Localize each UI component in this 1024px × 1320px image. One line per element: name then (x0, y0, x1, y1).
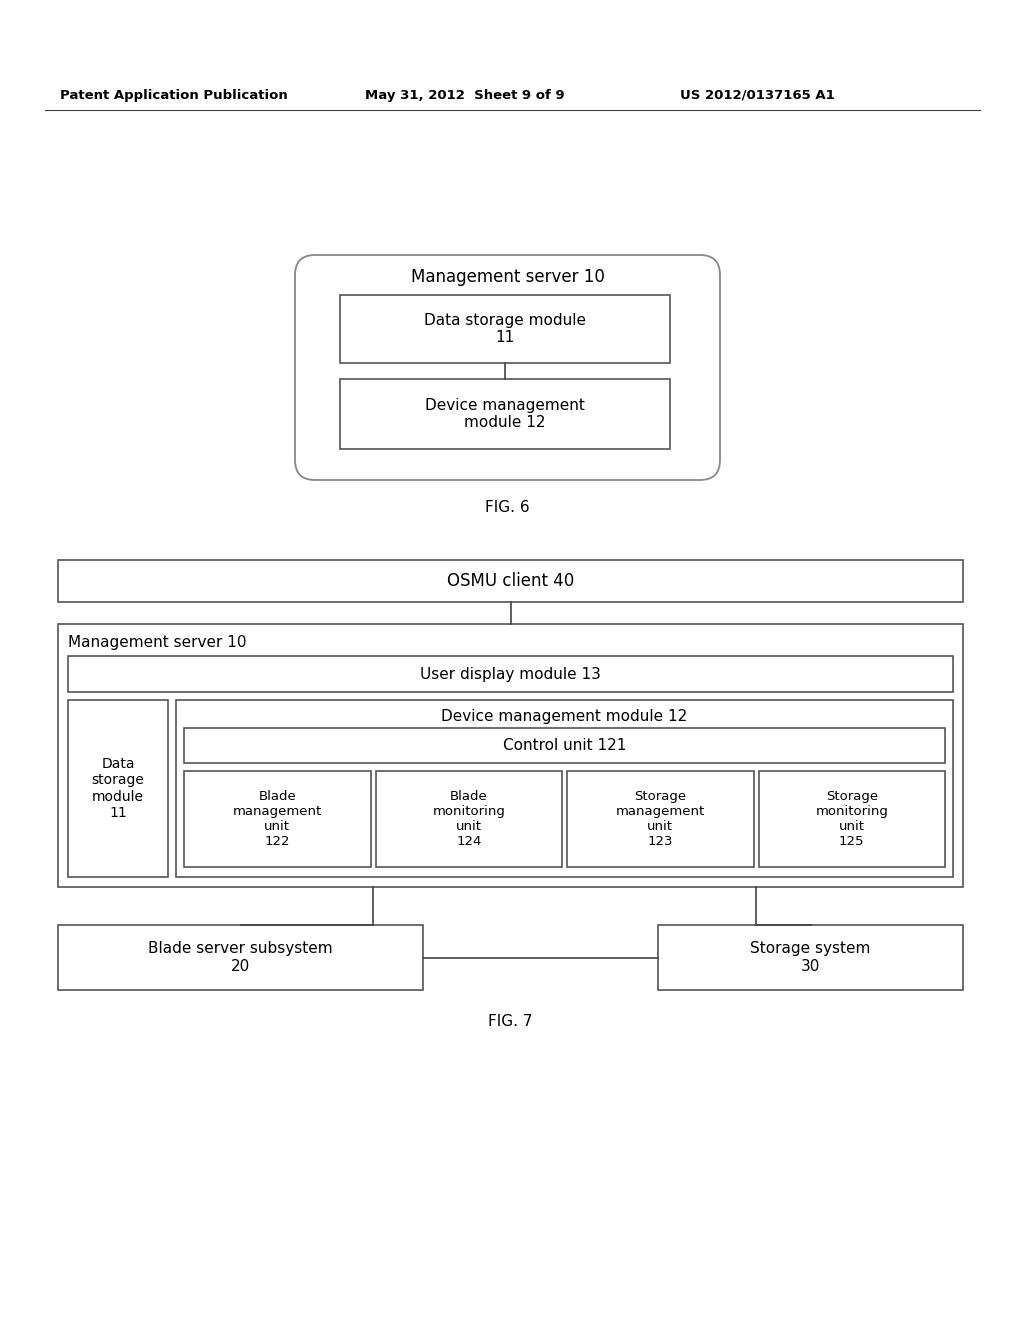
Bar (658, 925, 963, 990)
Text: FIG. 6: FIG. 6 (485, 500, 529, 516)
Bar (340, 379, 670, 449)
Bar (567, 771, 754, 867)
Text: User display module 13: User display module 13 (420, 667, 601, 681)
Text: Device management module 12: Device management module 12 (441, 709, 688, 723)
Text: Management server 10: Management server 10 (68, 635, 247, 649)
Text: Storage
monitoring
unit
125: Storage monitoring unit 125 (815, 789, 888, 847)
Bar (759, 771, 945, 867)
Text: FIG. 7: FIG. 7 (488, 1015, 532, 1030)
Text: Device management
module 12: Device management module 12 (425, 397, 585, 430)
Text: US 2012/0137165 A1: US 2012/0137165 A1 (680, 88, 835, 102)
Text: Patent Application Publication: Patent Application Publication (60, 88, 288, 102)
Text: Data
storage
module
11: Data storage module 11 (91, 758, 144, 820)
Bar (68, 700, 168, 876)
Bar (58, 925, 423, 990)
Text: Blade
management
unit
122: Blade management unit 122 (232, 789, 322, 847)
Bar (176, 700, 953, 876)
Text: OSMU client 40: OSMU client 40 (446, 572, 574, 590)
Bar (184, 729, 945, 763)
Text: Data storage module
11: Data storage module 11 (424, 313, 586, 346)
Text: Blade
monitoring
unit
124: Blade monitoring unit 124 (432, 789, 505, 847)
Text: May 31, 2012  Sheet 9 of 9: May 31, 2012 Sheet 9 of 9 (365, 88, 564, 102)
FancyBboxPatch shape (295, 255, 720, 480)
Bar (340, 294, 670, 363)
Text: Control unit 121: Control unit 121 (503, 738, 627, 752)
Bar (376, 771, 562, 867)
Text: Storage system
30: Storage system 30 (751, 941, 870, 974)
Bar (184, 771, 371, 867)
Text: Blade server subsystem
20: Blade server subsystem 20 (148, 941, 333, 974)
Text: Management server 10: Management server 10 (411, 268, 604, 286)
Bar (58, 624, 963, 887)
Bar (58, 560, 963, 602)
Text: Storage
management
unit
123: Storage management unit 123 (615, 789, 705, 847)
Bar (68, 656, 953, 692)
